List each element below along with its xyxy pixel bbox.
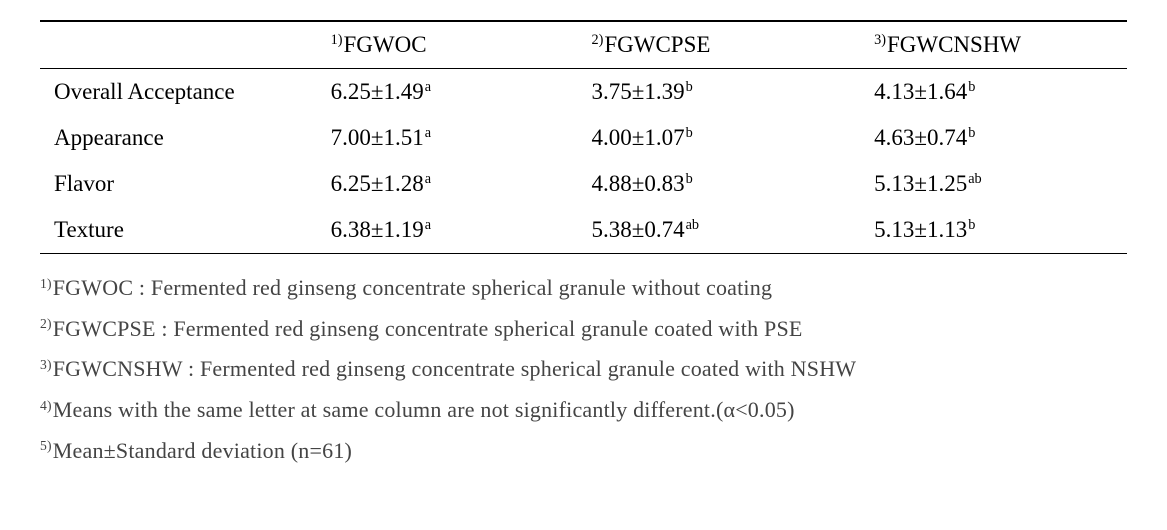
table-row: Appearance 7.00±1.51a 4.00±1.07b 4.63±0.…	[40, 115, 1127, 161]
row-label: Flavor	[40, 161, 323, 207]
footnotes: 1)FGWOC : Fermented red ginseng concentr…	[40, 268, 1127, 471]
footnote-text: FGWOC : Fermented red ginseng concentrat…	[53, 275, 772, 300]
cell-value: 4.13±1.64b	[866, 69, 1127, 116]
pm: ±	[632, 125, 645, 150]
mean: 6.38	[331, 217, 371, 242]
page-root: 1)FGWOC 2)FGWCPSE 3)FGWCNSHW Overall Acc…	[0, 0, 1167, 491]
sig-letter: a	[425, 217, 431, 233]
sig-letter: b	[686, 79, 693, 95]
sd: 0.74	[644, 217, 684, 242]
sd: 1.51	[383, 125, 423, 150]
data-table: 1)FGWOC 2)FGWCPSE 3)FGWCNSHW Overall Acc…	[40, 20, 1127, 254]
row-label: Overall Acceptance	[40, 69, 323, 116]
mean: 4.88	[591, 171, 631, 196]
mean: 5.13	[874, 217, 914, 242]
sig-letter: b	[686, 171, 693, 187]
table-body: Overall Acceptance 6.25±1.49a 3.75±1.39b…	[40, 69, 1127, 254]
sig-letter: b	[968, 125, 975, 141]
footnote-text: FGWCPSE : Fermented red ginseng concentr…	[53, 316, 803, 341]
sd: 1.25	[927, 171, 967, 196]
sd: 1.19	[383, 217, 423, 242]
mean: 5.13	[874, 171, 914, 196]
footnote-line: 4)Means with the same letter at same col…	[40, 390, 1127, 431]
cell-value: 5.13±1.25ab	[866, 161, 1127, 207]
pm: ±	[371, 217, 384, 242]
sig-letter: a	[425, 125, 431, 141]
header-label: FGWOC	[343, 32, 426, 57]
pm: ±	[914, 125, 927, 150]
sig-letter: b	[686, 125, 693, 141]
mean: 7.00	[331, 125, 371, 150]
cell-value: 4.88±0.83b	[583, 161, 866, 207]
table-row: Overall Acceptance 6.25±1.49a 3.75±1.39b…	[40, 69, 1127, 116]
mean: 5.38	[591, 217, 631, 242]
table-header-row: 1)FGWOC 2)FGWCPSE 3)FGWCNSHW	[40, 21, 1127, 69]
row-label: Texture	[40, 207, 323, 254]
cell-value: 4.00±1.07b	[583, 115, 866, 161]
cell-value: 6.25±1.49a	[323, 69, 584, 116]
footnote-line: 2)FGWCPSE : Fermented red ginseng concen…	[40, 309, 1127, 350]
sig-letter: ab	[968, 171, 981, 187]
pm: ±	[632, 79, 645, 104]
footnote-presup: 1)	[40, 276, 52, 291]
mean: 3.75	[591, 79, 631, 104]
header-empty	[40, 21, 323, 69]
sd: 1.39	[644, 79, 684, 104]
sd: 1.28	[383, 171, 423, 196]
pm: ±	[371, 171, 384, 196]
header-fgwcpse: 2)FGWCPSE	[583, 21, 866, 69]
sd: 1.49	[383, 79, 423, 104]
mean: 4.00	[591, 125, 631, 150]
footnote-presup: 3)	[40, 357, 52, 372]
footnote-line: 1)FGWOC : Fermented red ginseng concentr…	[40, 268, 1127, 309]
cell-value: 6.38±1.19a	[323, 207, 584, 254]
mean: 6.25	[331, 171, 371, 196]
sig-letter: ab	[686, 217, 699, 233]
sig-letter: a	[425, 171, 431, 187]
pm: ±	[371, 125, 384, 150]
header-label: FGWCNSHW	[887, 32, 1021, 57]
cell-value: 3.75±1.39b	[583, 69, 866, 116]
sd: 1.13	[927, 217, 967, 242]
footnote-presup: 2)	[40, 316, 52, 331]
header-fgwoc: 1)FGWOC	[323, 21, 584, 69]
table-row: Texture 6.38±1.19a 5.38±0.74ab 5.13±1.13…	[40, 207, 1127, 254]
pm: ±	[914, 79, 927, 104]
footnote-presup: 5)	[40, 438, 52, 453]
footnote-presup: 4)	[40, 398, 52, 413]
cell-value: 5.38±0.74ab	[583, 207, 866, 254]
sd: 0.83	[644, 171, 684, 196]
header-presup: 2)	[591, 32, 603, 48]
pm: ±	[632, 171, 645, 196]
sig-letter: b	[968, 217, 975, 233]
row-label: Appearance	[40, 115, 323, 161]
mean: 4.13	[874, 79, 914, 104]
pm: ±	[632, 217, 645, 242]
sig-letter: a	[425, 79, 431, 95]
mean: 4.63	[874, 125, 914, 150]
pm: ±	[914, 171, 927, 196]
sig-letter: b	[968, 79, 975, 95]
pm: ±	[371, 79, 384, 104]
footnote-line: 3)FGWCNSHW : Fermented red ginseng conce…	[40, 349, 1127, 390]
header-presup: 1)	[331, 32, 343, 48]
sd: 1.64	[927, 79, 967, 104]
header-fgwcnshw: 3)FGWCNSHW	[866, 21, 1127, 69]
header-label: FGWCPSE	[604, 32, 710, 57]
cell-value: 6.25±1.28a	[323, 161, 584, 207]
header-presup: 3)	[874, 32, 886, 48]
footnote-text: Means with the same letter at same colum…	[53, 397, 795, 422]
cell-value: 5.13±1.13b	[866, 207, 1127, 254]
cell-value: 7.00±1.51a	[323, 115, 584, 161]
footnote-line: 5)Mean±Standard deviation (n=61)	[40, 431, 1127, 472]
table-row: Flavor 6.25±1.28a 4.88±0.83b 5.13±1.25ab	[40, 161, 1127, 207]
mean: 6.25	[331, 79, 371, 104]
footnote-text: Mean±Standard deviation (n=61)	[53, 438, 352, 463]
cell-value: 4.63±0.74b	[866, 115, 1127, 161]
pm: ±	[914, 217, 927, 242]
footnote-text: FGWCNSHW : Fermented red ginseng concent…	[53, 356, 857, 381]
sd: 0.74	[927, 125, 967, 150]
sd: 1.07	[644, 125, 684, 150]
